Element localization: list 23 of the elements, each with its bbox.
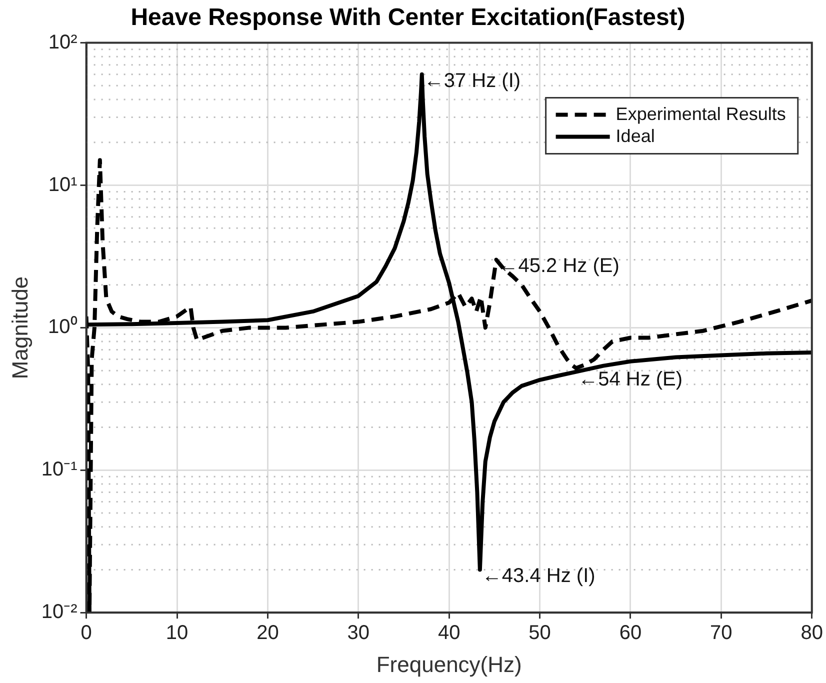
x-tick-label: 60 <box>619 622 642 644</box>
x-tick-label: 20 <box>256 622 279 644</box>
annotation: ←54 Hz (E) <box>578 368 683 391</box>
y-axis-title: Magnitude <box>7 276 32 380</box>
x-tick-label: 70 <box>710 622 732 644</box>
x-tick-label: 0 <box>80 622 92 644</box>
legend-label: Ideal <box>616 126 655 146</box>
chart-title: Heave Response With Center Excitation(Fastest) <box>130 4 686 32</box>
annotation: ←45.2 Hz (E) <box>498 255 620 278</box>
y-tick-label: 10⁰ <box>48 315 78 338</box>
x-tick-label: 40 <box>438 622 460 644</box>
x-tick-label: 30 <box>347 622 370 644</box>
y-tick-label: 10² <box>48 31 78 54</box>
y-tick-label: 10¹ <box>48 174 78 196</box>
x-tick-label: 50 <box>528 622 551 644</box>
legend-label: Experimental Results <box>616 104 786 124</box>
x-axis-title: Frequency(Hz) <box>376 652 522 677</box>
x-tick-label: 80 <box>800 622 823 644</box>
annotation: ←37 Hz (I) <box>424 70 521 92</box>
y-tick-label: 10⁻² <box>41 601 78 624</box>
x-tick-label: 10 <box>166 622 188 644</box>
y-tick-label: 10⁻¹ <box>41 458 78 481</box>
annotation: ←43.4 Hz (I) <box>482 565 596 588</box>
